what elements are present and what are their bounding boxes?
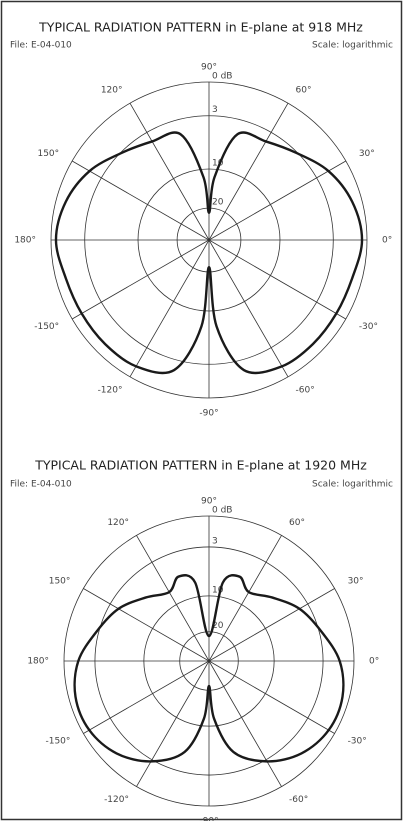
angle-label: 150° [49,577,71,587]
spoke [208,588,335,662]
angle-label: 0° [369,657,379,667]
ring-label: 0 dB [212,506,232,516]
spoke [208,102,289,241]
spoke [129,102,210,241]
angle-label: 30° [348,577,364,587]
ring-label: 3 [212,536,218,546]
angle-label: -30° [348,737,367,747]
angle-label: -90° [199,409,218,419]
ring-label: 10 [212,159,224,169]
angle-label: 90° [201,497,217,507]
spoke [136,660,210,787]
spoke [83,660,210,734]
spoke [208,660,335,734]
spoke [208,535,282,662]
spoke [208,239,289,378]
angle-label: -150° [45,737,70,747]
pattern-curve [54,131,364,375]
chart-title: TYPICAL RADIATION PATTERN in E-plane at … [38,20,363,35]
angle-label: 150° [37,149,59,159]
file-label: File: E-04-010 [10,480,72,490]
angle-label: 0° [382,236,392,246]
chart-title: TYPICAL RADIATION PATTERN in E-plane at … [34,458,367,473]
angle-label: 120° [107,518,129,528]
angle-label: -90° [199,817,218,821]
spoke [71,160,210,241]
angle-label: -60° [289,795,308,805]
ring-label: 20 [212,198,224,208]
angle-label: 90° [201,63,217,73]
angle-label: -120° [98,385,123,395]
ring-label: 10 [212,585,224,595]
pattern-curve [73,574,345,763]
angle-label: 180° [14,236,36,246]
ring-label: 3 [212,105,218,115]
scale-label: Scale: logarithmic [312,480,393,490]
ring-label: 20 [212,621,224,631]
angle-label: 120° [101,86,123,96]
angle-label: 60° [296,86,312,96]
file-label: File: E-04-010 [10,41,72,51]
spoke [129,239,210,378]
scale-label: Scale: logarithmic [312,41,393,51]
angle-label: 30° [359,149,375,159]
angle-label: 180° [27,657,49,667]
spoke [208,239,347,320]
angle-label: -60° [296,385,315,395]
angle-label: 60° [289,518,305,528]
angle-label: -150° [34,322,59,332]
spoke [136,535,210,662]
angle-label: -120° [104,795,129,805]
spoke [208,660,282,787]
spoke [208,160,347,241]
spoke [83,588,210,662]
spoke [71,239,210,320]
angle-label: -30° [359,322,378,332]
ring-label: 0 dB [212,72,232,82]
